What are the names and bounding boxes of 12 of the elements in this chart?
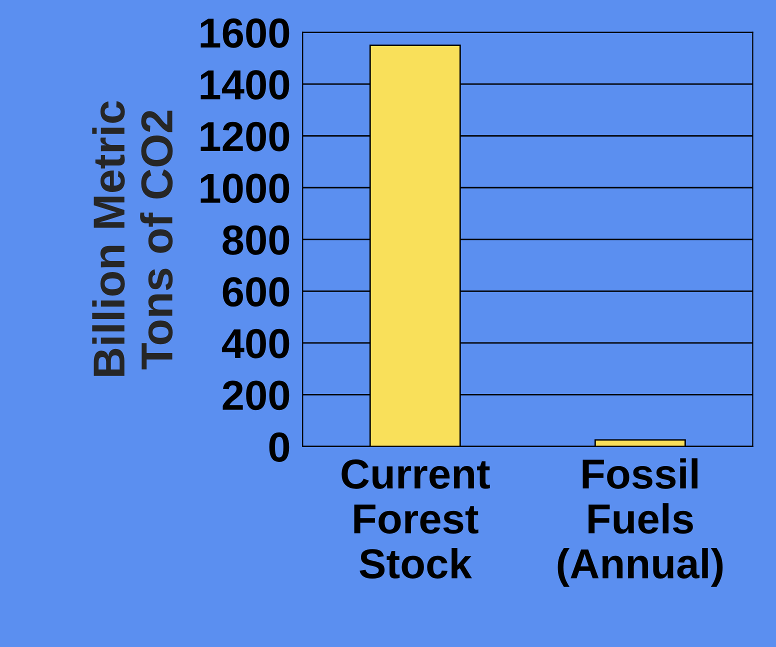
y-tick-label: 1400 xyxy=(200,70,290,100)
y-tick-label: 400 xyxy=(222,328,290,358)
y-tick-label: 200 xyxy=(222,380,290,410)
y-tick-label: 600 xyxy=(222,277,290,307)
y-tick-label: 1000 xyxy=(200,174,290,204)
y-axis-title: Billion Metric Tons of CO2 xyxy=(92,101,173,376)
y-tick-label: 0 xyxy=(269,432,290,462)
x-tick-label: Current Forest Stock xyxy=(342,459,490,579)
y-tick-label: 1600 xyxy=(200,18,290,48)
y-tick-label: 800 xyxy=(222,225,290,255)
y-tick-label: 1200 xyxy=(200,122,290,152)
x-tick-label: Fossil Fuels (Annual) xyxy=(558,458,723,587)
